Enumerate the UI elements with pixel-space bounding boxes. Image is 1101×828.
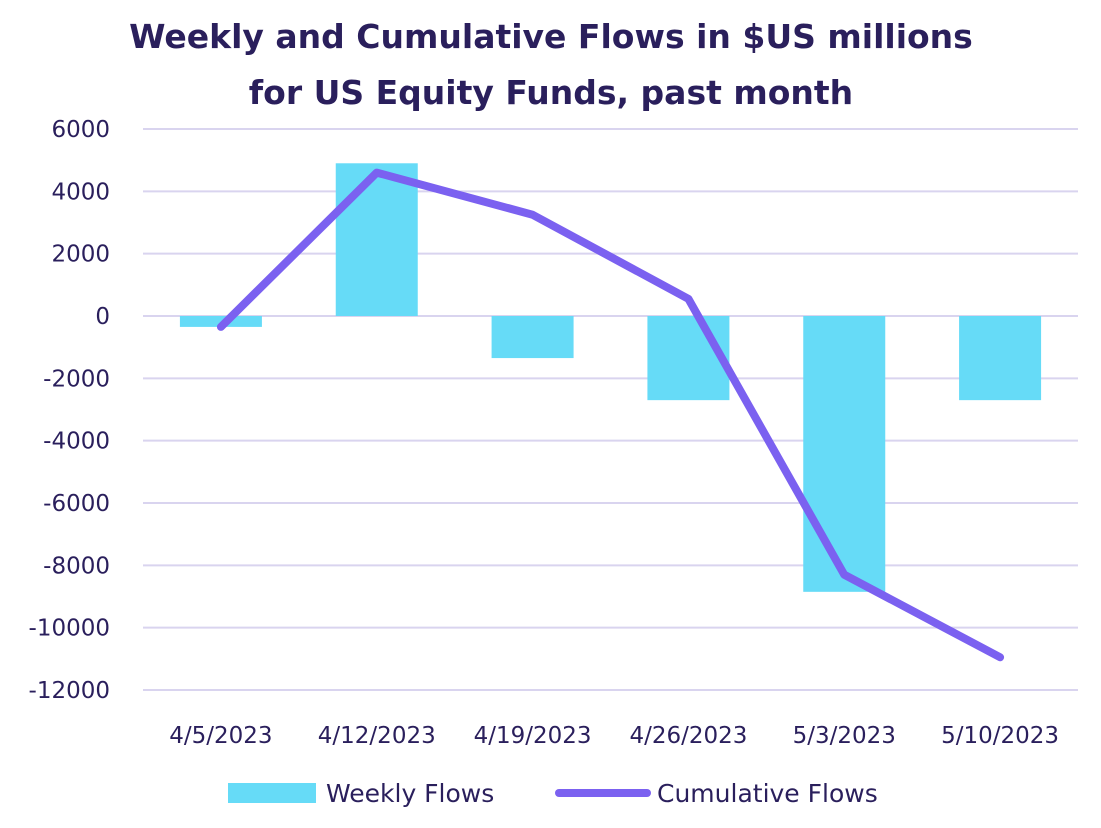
legend-label-weekly-flows: Weekly Flows bbox=[326, 779, 494, 808]
point-cumulative-flows bbox=[999, 656, 1001, 658]
x-axis-ticks: 4/5/2023 4/12/2023 4/19/2023 4/26/2023 5/3/2… bbox=[169, 723, 1059, 749]
x-tick-label: 4/5/2023 bbox=[169, 723, 272, 749]
x-tick-label: 4/26/2023 bbox=[629, 723, 747, 749]
gridlines bbox=[143, 128, 1078, 691]
bar-weekly-flows bbox=[803, 316, 886, 592]
point-cumulative-flows bbox=[687, 298, 689, 300]
y-tick-label: 6000 bbox=[51, 117, 110, 143]
y-tick-label: -10000 bbox=[29, 616, 110, 642]
cumulative-line-layer bbox=[216, 168, 1005, 662]
point-cumulative-flows bbox=[532, 214, 534, 216]
y-tick-label: 0 bbox=[95, 304, 110, 330]
bar-weekly-flows bbox=[959, 316, 1042, 401]
bar-weekly-flows bbox=[647, 316, 730, 401]
point-cumulative-flows bbox=[220, 326, 222, 328]
y-tick-label: -6000 bbox=[43, 491, 110, 517]
y-tick-label: -4000 bbox=[43, 429, 110, 455]
legend: Weekly Flows Cumulative Flows bbox=[228, 779, 878, 808]
y-tick-label: 4000 bbox=[51, 179, 110, 205]
bar-weekly-flows bbox=[335, 163, 418, 316]
line-cumulative-flows bbox=[216, 168, 1005, 662]
y-tick-label: -8000 bbox=[43, 553, 110, 579]
legend-swatch-weekly-flows bbox=[228, 783, 316, 803]
x-tick-label: 5/3/2023 bbox=[793, 723, 896, 749]
y-axis-ticks: 6000 4000 2000 0 -2000 -4000 -6000 -8000 -10000 -… bbox=[29, 117, 110, 704]
chart-title: Weekly and Cumulative Flows in $US milli… bbox=[129, 17, 973, 56]
chart-subtitle: for US Equity Funds, past month bbox=[249, 73, 853, 112]
bar-weekly-flows bbox=[491, 316, 574, 359]
legend-label-cumulative-flows: Cumulative Flows bbox=[657, 779, 878, 808]
y-tick-label: -2000 bbox=[43, 366, 110, 392]
x-tick-label: 4/12/2023 bbox=[318, 723, 436, 749]
point-cumulative-flows bbox=[376, 172, 378, 174]
x-tick-label: 5/10/2023 bbox=[941, 723, 1059, 749]
x-tick-label: 4/19/2023 bbox=[474, 723, 592, 749]
y-tick-label: 2000 bbox=[51, 242, 110, 268]
y-tick-label: -12000 bbox=[29, 678, 110, 704]
point-cumulative-flows bbox=[843, 574, 845, 576]
